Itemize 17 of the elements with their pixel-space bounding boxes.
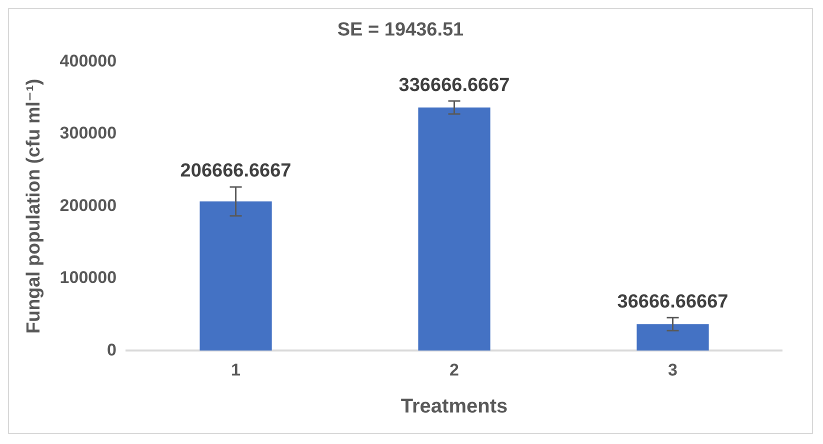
data-label: 36666.66667 <box>617 291 728 312</box>
x-tick-label: 2 <box>450 360 459 380</box>
bar <box>418 108 490 351</box>
x-tick-label: 3 <box>668 360 678 380</box>
y-tick-label: 300000 <box>60 124 117 143</box>
bar <box>200 201 272 351</box>
y-axis-title: Fungal population (cfu ml⁻¹) <box>24 78 45 334</box>
bar <box>636 324 709 351</box>
y-tick-label: 400000 <box>60 51 117 70</box>
y-tick-label: 200000 <box>60 196 117 215</box>
x-tick-label: 1 <box>231 360 241 380</box>
data-label: 206666.6667 <box>180 160 292 182</box>
y-tick-label: 100000 <box>60 268 117 288</box>
chart-title: SE = 19436.51 <box>337 20 464 41</box>
x-axis-title: Treatments <box>400 396 508 418</box>
y-tick-label: 0 <box>107 340 117 360</box>
data-label: 336666.6667 <box>398 74 510 96</box>
